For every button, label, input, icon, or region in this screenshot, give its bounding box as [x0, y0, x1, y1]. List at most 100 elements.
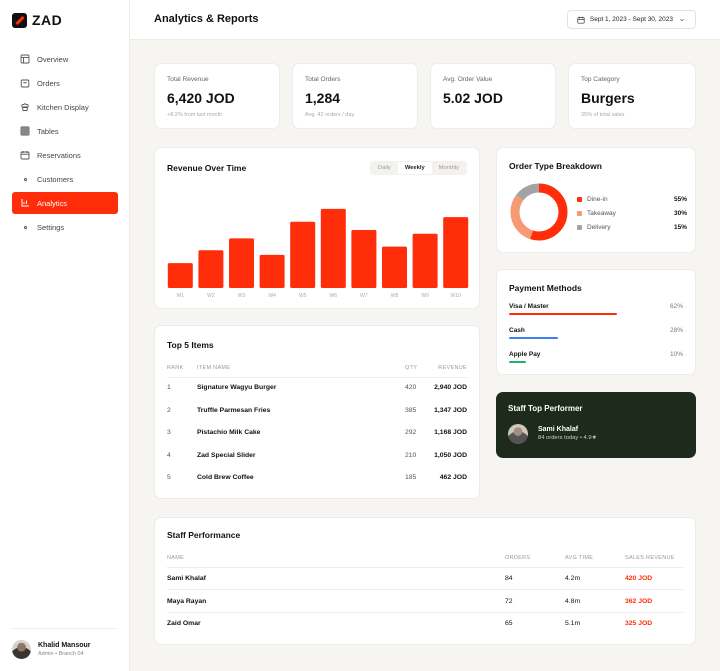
x-tick-label: W6	[330, 293, 338, 299]
legend-label: Dine-in	[587, 195, 608, 203]
tab-monthly[interactable]: Monthly	[438, 165, 459, 171]
legend-item-delivery: Delivery 15%	[577, 220, 687, 234]
legend-value: 30%	[673, 209, 687, 217]
donut-slice-delivery[interactable]	[510, 183, 568, 241]
bar-w2[interactable]	[198, 250, 224, 288]
table-row[interactable]: Zaid Omar 65 5.1m 325 JOD	[167, 620, 683, 642]
sidebar-item-label: Analytics	[37, 198, 68, 208]
payment-pct: 28%	[669, 327, 683, 334]
table-row[interactable]: Maya Rayan 72 4.8m 362 JOD	[167, 598, 683, 620]
table-row[interactable]: 2 Truffle Parmesan Fries 385 1,347 JOD	[167, 407, 467, 429]
sidebar-nav: Overview Orders Kitchen Display Tables R…	[12, 48, 118, 240]
table-row[interactable]: 3 Pistachio Milk Cake 292 1,168 JOD	[167, 429, 467, 451]
qty-cell: 210	[405, 451, 417, 459]
top-items-card: Top 5 Items RANK ITEM NAME QTY REVENUE 1…	[154, 325, 480, 499]
x-tick-label: W10	[451, 293, 462, 299]
column-header: QTY	[405, 365, 418, 371]
sidebar-item-settings[interactable]: Settings	[12, 216, 118, 238]
x-tick-label: W2	[207, 293, 215, 299]
user-profile[interactable]: Khalid Mansour Admin • Branch 04	[12, 640, 91, 659]
rank-cell: 1	[167, 384, 171, 391]
sidebar-item-label: Settings	[37, 222, 65, 232]
table-row[interactable]: 1 Signature Wagyu Burger 420 2,940 JOD	[167, 384, 467, 406]
qty-cell: 185	[405, 474, 417, 481]
staff-top-performer-card[interactable]: Staff Top Performer Sami Khalaf 84 order…	[496, 392, 696, 458]
bar-w1[interactable]	[167, 263, 193, 288]
layout-icon	[20, 54, 30, 64]
bag-icon	[20, 79, 30, 88]
performer-stats: 84 orders today • 4.9★	[538, 435, 597, 441]
table-row[interactable]: 4 Zad Special Slider 210 1,050 JOD	[167, 452, 467, 474]
stat-card-avg-order-value: Avg. Order Value 5.02 JOD	[430, 63, 556, 129]
bar-w9[interactable]	[412, 233, 438, 288]
sidebar-item-kitchen-display[interactable]: Kitchen Display	[12, 96, 118, 118]
divider	[12, 628, 117, 629]
item-name-cell: Truffle Parmesan Fries	[197, 406, 271, 414]
bar-w4[interactable]	[259, 254, 285, 288]
card-title: Payment Methods	[509, 283, 582, 293]
tab-daily[interactable]: Daily	[377, 165, 391, 171]
stat-value: 5.02 JOD	[443, 90, 503, 106]
table-row[interactable]: Sami Khalaf 84 4.2m 420 JOD	[167, 575, 683, 597]
payment-name: Cash	[509, 327, 525, 334]
date-range-label: Sept 1, 2023 - Sept 30, 2023	[589, 16, 673, 23]
sidebar-item-label: Overview	[37, 54, 69, 64]
legend-value: 15%	[673, 223, 687, 231]
chart-icon	[21, 199, 29, 207]
sales-cell: 420 JOD	[625, 575, 653, 582]
orders-cell: 65	[505, 620, 513, 627]
sidebar-item-reservations[interactable]: Reservations	[12, 144, 118, 166]
bar-w6[interactable]	[320, 208, 346, 288]
avatar	[12, 640, 31, 659]
qty-cell: 385	[405, 406, 417, 414]
donut-slice-takeaway[interactable]	[510, 183, 568, 241]
divider	[167, 589, 683, 590]
sidebar-item-customers[interactable]: Customers	[12, 168, 118, 190]
sidebar-item-label: Kitchen Display	[37, 102, 89, 112]
avg-time-cell: 5.1m	[565, 620, 581, 627]
sidebar-item-label: Customers	[37, 174, 74, 184]
divider	[167, 612, 683, 613]
table-row[interactable]: 5 Cold Brew Coffee 185 462 JOD	[167, 474, 467, 496]
revenue-bar-chart: W1 W2 W3 W4 W5 W6 W7 W8 W9 W10	[167, 208, 469, 299]
payment-pct: 10%	[669, 351, 683, 358]
divider	[167, 377, 467, 378]
order-type-card: Order Type Breakdown Dine-in 55% Takeawa…	[496, 147, 696, 253]
bar-w7[interactable]	[351, 230, 377, 288]
bar-w5[interactable]	[290, 221, 316, 288]
divider	[167, 567, 683, 568]
bar-w10[interactable]	[443, 217, 469, 288]
payment-bar	[509, 337, 683, 339]
top-bar: Analytics & Reports Sept 1, 2023 - Sept …	[130, 0, 720, 40]
user-name: Khalid Mansour	[38, 642, 91, 649]
column-header: RANK	[167, 365, 184, 371]
bar-w8[interactable]	[382, 246, 407, 288]
sidebar-item-label: Reservations	[37, 150, 81, 160]
rank-cell: 2	[167, 406, 171, 414]
orders-cell: 84	[505, 575, 513, 582]
x-tick-label: W5	[299, 293, 307, 299]
stat-sub: Avg. 42 orders / day	[305, 112, 355, 118]
avatar	[508, 424, 528, 444]
bar-w3[interactable]	[229, 238, 254, 288]
chevron-down-icon	[680, 18, 684, 21]
legend-label: Delivery	[587, 223, 611, 231]
stat-sub: +8.2% from last month	[167, 112, 223, 118]
column-header: SALES REVENUE	[625, 555, 675, 561]
payment-bar-fill	[509, 337, 558, 339]
revenue-cell: 462 JOD	[439, 474, 467, 481]
sidebar-item-overview[interactable]: Overview	[12, 48, 118, 70]
staff-name-cell: Zaid Omar	[167, 620, 201, 627]
tab-weekly[interactable]: Weekly	[397, 162, 432, 174]
column-header: ORDERS	[505, 555, 531, 561]
date-range-picker[interactable]: Sept 1, 2023 - Sept 30, 2023	[566, 10, 696, 29]
legend-value: 55%	[673, 195, 687, 203]
qty-cell: 420	[405, 384, 417, 391]
page-title: Analytics & Reports	[154, 13, 259, 25]
brand[interactable]: ZAD	[12, 12, 62, 28]
sidebar-item-orders[interactable]: Orders	[12, 72, 118, 94]
item-name-cell: Zad Special Slider	[197, 451, 256, 459]
sidebar-item-tables[interactable]: Tables	[12, 120, 118, 142]
sidebar-item-analytics[interactable]: Analytics	[12, 192, 118, 214]
column-header: AVG TIME	[565, 555, 594, 561]
